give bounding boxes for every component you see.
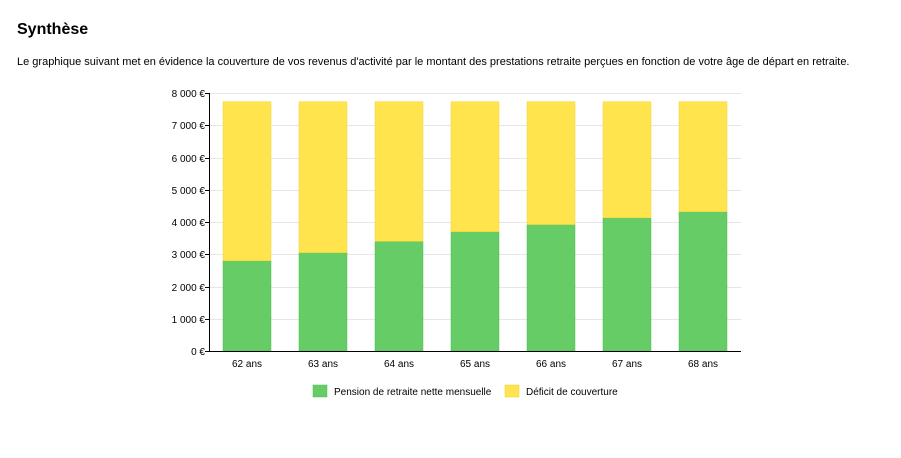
x-tick-label: 68 ans xyxy=(688,359,718,370)
legend-item-pension[interactable]: Pension de retraite nette mensuelle xyxy=(312,384,492,398)
section-title: Synthèse xyxy=(17,21,89,38)
axes: 0 € 1 000 € 2 000 € 3 000 € 4 000 € 5 000 € 6 … xyxy=(172,89,741,370)
legend-swatch xyxy=(312,384,328,398)
y-tick-label: 7 000 € xyxy=(172,121,206,132)
intro-text: Le graphique suivant met en évidence la … xyxy=(17,56,850,68)
bar-pension[interactable] xyxy=(298,252,348,352)
bar-pension[interactable] xyxy=(602,217,652,352)
bar-deficit[interactable] xyxy=(526,101,576,225)
y-tick-label: 3 000 € xyxy=(172,250,206,261)
x-tick-label: 65 ans xyxy=(460,359,490,370)
y-tick-label: 2 000 € xyxy=(172,283,206,294)
bar-deficit[interactable] xyxy=(678,101,728,212)
y-tick-label: 6 000 € xyxy=(172,154,206,165)
y-tick-label: 8 000 € xyxy=(172,89,206,100)
bar-deficit[interactable] xyxy=(374,101,424,242)
x-tick-label: 63 ans xyxy=(308,359,338,370)
bar-pension[interactable] xyxy=(526,224,576,352)
bar-deficit[interactable] xyxy=(602,101,652,219)
y-tick-label: 1 000 € xyxy=(172,315,206,326)
x-tick-label: 62 ans xyxy=(232,359,262,370)
bar-deficit[interactable] xyxy=(450,101,500,232)
bar-pension[interactable] xyxy=(450,231,500,352)
x-tick-label: 66 ans xyxy=(536,359,566,370)
y-tick-label: 5 000 € xyxy=(172,186,206,197)
legend-swatch xyxy=(504,384,520,398)
x-tick-label: 64 ans xyxy=(384,359,414,370)
y-tick-label: 4 000 € xyxy=(172,218,206,229)
legend-label: Pension de retraite nette mensuelle xyxy=(334,387,492,398)
y-tick-label: 0 € xyxy=(191,347,205,358)
x-tick-label: 67 ans xyxy=(612,359,642,370)
bar-pension[interactable] xyxy=(222,260,272,352)
bar-pension[interactable] xyxy=(374,241,424,352)
bar-deficit[interactable] xyxy=(222,101,272,261)
legend-item-deficit[interactable]: Déficit de couverture xyxy=(504,384,618,398)
legend: Pension de retraite nette mensuelle Défic… xyxy=(312,384,618,398)
bar-pension[interactable] xyxy=(678,211,728,352)
bar-deficit[interactable] xyxy=(298,101,348,253)
legend-label: Déficit de couverture xyxy=(526,387,618,398)
bars xyxy=(222,101,728,352)
